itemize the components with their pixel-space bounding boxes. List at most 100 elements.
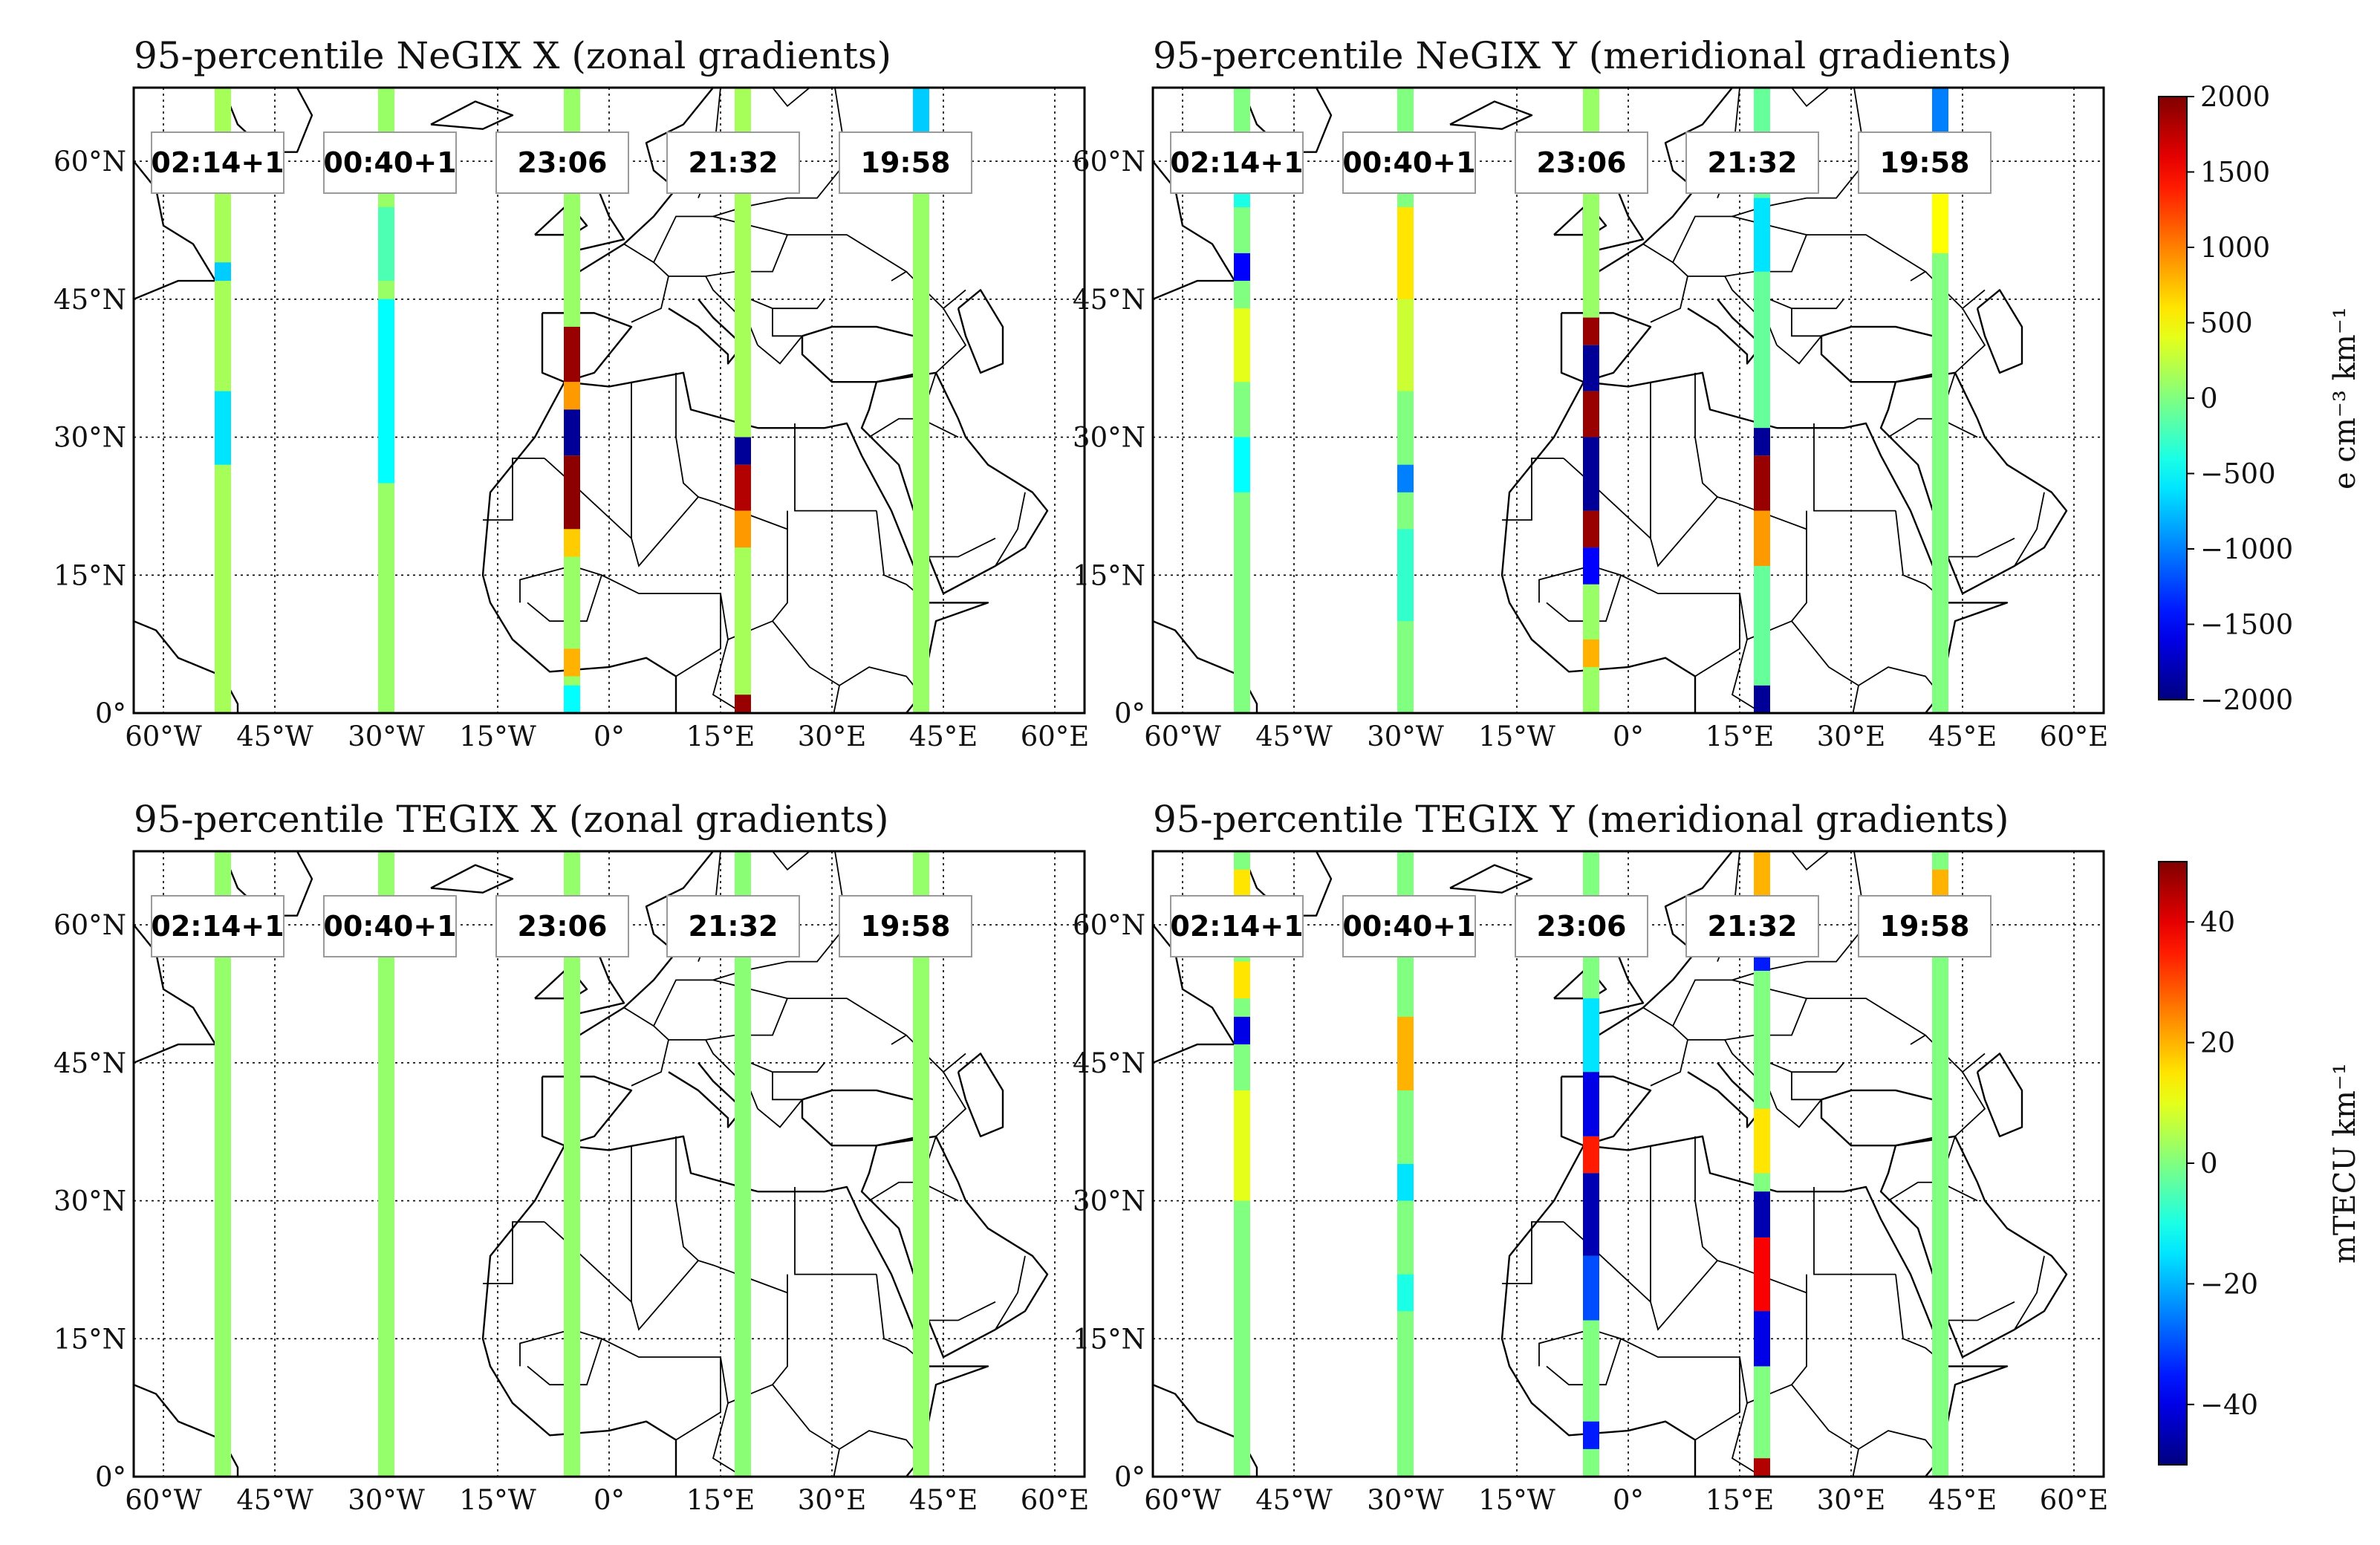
time-label-box: 00:40+1 <box>323 131 457 194</box>
time-label-frame <box>1170 895 1304 957</box>
panel-title: 95-percentile NeGIX Y (meridional gradie… <box>1153 34 2012 77</box>
map-panel-tegix-y: 95-percentile TEGIX Y (meridional gradie… <box>1073 798 2108 1516</box>
colorbar-tick-label: −20 <box>2200 1268 2258 1300</box>
border-path <box>653 979 713 1027</box>
lon-tick-label: 60°W <box>1144 1484 1221 1516</box>
satellite-track-5 <box>1932 88 1948 713</box>
border-path <box>929 537 996 558</box>
border-path <box>1694 1136 1718 1261</box>
border-path <box>1502 458 1564 521</box>
time-label: 19:58 <box>1880 910 1970 943</box>
satellite-track-1 <box>215 88 231 713</box>
time-label-frame <box>151 895 285 957</box>
colorbar-label: e cm⁻³ km⁻¹ <box>2328 307 2362 489</box>
time-label-box: 23:06 <box>495 895 629 957</box>
lon-tick-label: 60°E <box>1021 1484 1090 1516</box>
colorbar-tick-label: 500 <box>2200 308 2253 339</box>
colorbar-ne: 2000 1500 1000 500 0 −500 −1000 −1500 −2000 e cm⁻… <box>2158 81 2362 716</box>
colorbar-tick-label: −1000 <box>2200 533 2293 565</box>
track-segment <box>564 409 580 456</box>
coastline-path <box>579 88 714 273</box>
lon-tick-label: 0° <box>1613 1484 1644 1516</box>
border-path <box>787 851 848 963</box>
time-label-box: 23:06 <box>495 131 629 194</box>
lon-tick-label: 30°W <box>348 1484 425 1516</box>
map-panel-tegix-x: 95-percentile TEGIX X (zonal gradients) 0… <box>53 798 1089 1516</box>
time-label: 00:40+1 <box>1342 910 1475 943</box>
time-label: 23:06 <box>1537 146 1627 179</box>
track-segment <box>1583 1072 1599 1136</box>
border-path <box>1852 685 1859 713</box>
lon-tick-label: 15°W <box>459 1484 536 1516</box>
coastline-path <box>1500 381 1697 713</box>
lat-tick-label: 30°N <box>1073 1185 1145 1217</box>
border-path <box>483 1221 544 1284</box>
lon-tick-label: 60°W <box>125 1484 202 1516</box>
map-content <box>134 851 1085 1477</box>
lon-tick-label: 15°W <box>1478 721 1555 752</box>
track-segment <box>564 382 580 410</box>
time-label-frame <box>839 131 972 194</box>
track-segment <box>735 695 751 713</box>
track-segment <box>1754 1108 1770 1174</box>
time-label-frame <box>1515 895 1648 957</box>
lon-tick-label: 30°E <box>798 1484 867 1516</box>
border-path <box>712 1402 744 1477</box>
border-path <box>1590 1246 1807 1405</box>
track-segment <box>913 851 929 1477</box>
border-path <box>1813 1186 1896 1275</box>
lon-tick-label: 60°W <box>1144 721 1221 752</box>
border-path <box>1791 620 1941 695</box>
coastline-path <box>1153 160 1236 300</box>
track-segment <box>1234 961 1250 999</box>
satellite-track-5 <box>913 88 929 713</box>
track-segment <box>1583 1421 1599 1449</box>
track-segment <box>1583 391 1599 438</box>
coastline-path <box>1560 312 1652 383</box>
border-path <box>772 308 802 337</box>
border-path <box>995 492 1026 567</box>
time-label-frame <box>1858 131 1992 194</box>
colorbar-te: 40 20 0 −20 −40 mTECU km⁻¹ <box>2158 861 2362 1466</box>
time-label: 19:58 <box>861 146 951 179</box>
border-path <box>772 1384 922 1459</box>
border-path <box>705 1039 758 1110</box>
border-path <box>571 1246 788 1405</box>
time-label: 23:06 <box>518 910 608 943</box>
track-segment <box>735 510 751 548</box>
map-content <box>1153 88 2104 713</box>
satellite-tracks <box>215 851 929 1477</box>
track-segment <box>1397 1164 1414 1201</box>
border-path <box>794 1186 877 1275</box>
track-segment <box>1583 639 1599 668</box>
lon-tick-label: 15°E <box>686 721 755 752</box>
coastline-path <box>1976 289 2023 374</box>
panel-title: 95-percentile TEGIX X (zonal gradients) <box>134 798 889 841</box>
track-segment <box>564 648 580 677</box>
lon-tick-label: 0° <box>594 1484 625 1516</box>
lat-tick-label: 0° <box>95 1461 126 1493</box>
track-segment <box>735 851 751 1477</box>
satellite-track-5 <box>913 851 929 1477</box>
border-path <box>787 998 908 1045</box>
border-path <box>787 88 848 199</box>
lat-tick-label: 15°N <box>1073 559 1145 591</box>
track-segment <box>1932 179 1948 253</box>
colorbar-tick-label: −1500 <box>2200 609 2293 641</box>
track-segment <box>1583 510 1599 548</box>
lon-tick-label: 30°W <box>1367 721 1444 752</box>
border-path <box>1731 1402 1763 1477</box>
lon-tick-label: 15°W <box>459 721 536 752</box>
border-path <box>995 1255 1026 1330</box>
track-segment <box>1754 510 1770 566</box>
border-path <box>1776 1099 1822 1128</box>
satellite-track-3 <box>1583 851 1599 1477</box>
lon-tick-label: 45°E <box>909 1484 978 1516</box>
border-path <box>675 1136 699 1261</box>
coastline-path <box>481 381 677 713</box>
track-segment <box>564 326 580 383</box>
track-segment <box>1754 1191 1770 1238</box>
lon-tick-label: 15°E <box>1706 721 1775 752</box>
border-path <box>772 620 922 695</box>
lat-tick-label: 30°N <box>1073 422 1145 454</box>
